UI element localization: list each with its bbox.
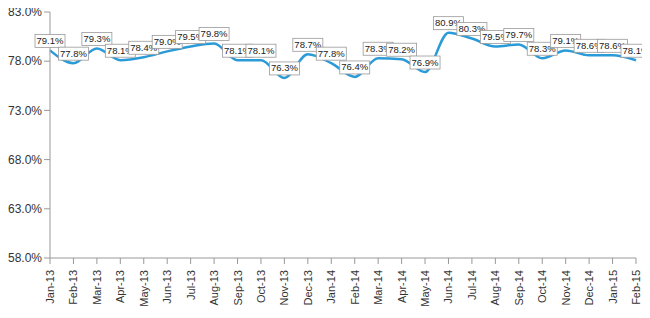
svg-text:76.9%: 76.9% bbox=[412, 57, 439, 68]
svg-text:78.1%: 78.1% bbox=[623, 45, 642, 56]
svg-text:78.6%: 78.6% bbox=[575, 39, 603, 51]
svg-text:May-13: May-13 bbox=[138, 270, 150, 307]
svg-text:80.9%: 80.9% bbox=[435, 17, 462, 29]
svg-text:Feb-15: Feb-15 bbox=[630, 270, 642, 305]
svg-text:79.1%: 79.1% bbox=[552, 34, 580, 46]
svg-text:80.3%: 80.3% bbox=[458, 23, 486, 35]
svg-text:79.8%: 79.8% bbox=[201, 28, 228, 39]
svg-text:58.0%: 58.0% bbox=[8, 251, 42, 265]
svg-text:76.4%: 76.4% bbox=[341, 61, 368, 72]
svg-text:77.8%: 77.8% bbox=[60, 48, 87, 59]
svg-text:Nov-14: Nov-14 bbox=[560, 270, 572, 305]
svg-text:Nov-13: Nov-13 bbox=[278, 270, 290, 305]
svg-text:68.0%: 68.0% bbox=[8, 153, 42, 167]
svg-text:78.3%: 78.3% bbox=[364, 42, 392, 54]
svg-text:Aug-14: Aug-14 bbox=[489, 270, 501, 305]
svg-text:78.3%: 78.3% bbox=[528, 42, 556, 54]
svg-text:76.3%: 76.3% bbox=[271, 62, 298, 73]
svg-text:79.5%: 79.5% bbox=[481, 30, 509, 42]
svg-text:Aug-13: Aug-13 bbox=[208, 270, 220, 305]
svg-text:79.7%: 79.7% bbox=[505, 29, 532, 40]
svg-text:Dec-13: Dec-13 bbox=[302, 270, 314, 305]
svg-text:Jun-14: Jun-14 bbox=[442, 270, 454, 304]
svg-text:79.1%: 79.1% bbox=[37, 35, 64, 46]
svg-text:Apr-13: Apr-13 bbox=[114, 270, 126, 303]
svg-text:Oct-13: Oct-13 bbox=[255, 270, 267, 303]
svg-text:Sep-13: Sep-13 bbox=[232, 270, 244, 305]
svg-text:78.1%: 78.1% bbox=[106, 44, 134, 56]
svg-text:78.4%: 78.4% bbox=[130, 41, 158, 53]
svg-text:Feb-13: Feb-13 bbox=[67, 270, 79, 305]
svg-text:Jan-14: Jan-14 bbox=[325, 270, 337, 304]
svg-text:Sep-14: Sep-14 bbox=[513, 270, 525, 305]
svg-text:77.8%: 77.8% bbox=[318, 48, 345, 59]
svg-text:Oct-14: Oct-14 bbox=[536, 270, 548, 303]
svg-text:Mar-14: Mar-14 bbox=[372, 270, 384, 305]
svg-text:78.1%: 78.1% bbox=[224, 44, 251, 56]
svg-text:Jul-13: Jul-13 bbox=[185, 270, 197, 300]
svg-text:Feb-14: Feb-14 bbox=[349, 270, 361, 305]
svg-text:May-14: May-14 bbox=[419, 270, 431, 307]
svg-text:79.5%: 79.5% bbox=[177, 30, 205, 42]
svg-text:73.0%: 73.0% bbox=[8, 104, 42, 118]
svg-text:79.3%: 79.3% bbox=[83, 33, 110, 44]
svg-text:63.0%: 63.0% bbox=[8, 202, 42, 216]
svg-text:Mar-13: Mar-13 bbox=[91, 270, 103, 305]
svg-text:78.6%: 78.6% bbox=[599, 39, 626, 51]
svg-text:Jan-13: Jan-13 bbox=[44, 270, 56, 304]
svg-text:78.0%: 78.0% bbox=[8, 54, 42, 68]
svg-text:78.1%: 78.1% bbox=[247, 45, 274, 56]
svg-text:Apr-14: Apr-14 bbox=[396, 270, 408, 303]
svg-text:Jun-13: Jun-13 bbox=[161, 270, 173, 304]
svg-text:78.2%: 78.2% bbox=[388, 44, 415, 55]
svg-text:79.0%: 79.0% bbox=[153, 35, 181, 47]
svg-text:Jan-15: Jan-15 bbox=[607, 270, 619, 304]
svg-text:Jul-14: Jul-14 bbox=[466, 270, 478, 300]
svg-text:83.0%: 83.0% bbox=[8, 8, 42, 19]
svg-text:78.7%: 78.7% bbox=[294, 38, 322, 50]
svg-text:Dec-14: Dec-14 bbox=[583, 270, 595, 305]
